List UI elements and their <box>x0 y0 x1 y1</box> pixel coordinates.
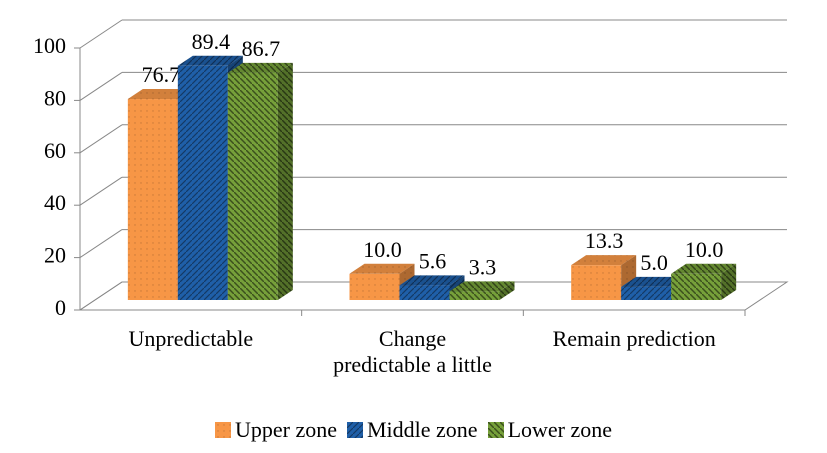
y-tick-label: 80 <box>44 85 66 110</box>
bar <box>671 263 737 300</box>
grid-line <box>79 281 123 311</box>
bar <box>227 62 293 300</box>
legend-swatch <box>214 422 231 438</box>
bar-front <box>177 65 228 300</box>
bar <box>571 255 637 300</box>
data-label: 10.0 <box>363 237 402 262</box>
legend-label: Middle zone <box>366 417 478 442</box>
legend-item: Middle zone <box>346 417 478 443</box>
bar-top <box>621 276 687 287</box>
data-label: 76.7 <box>142 62 181 87</box>
y-tick-label: 60 <box>44 138 66 163</box>
grid-line <box>79 124 123 154</box>
legend-swatch <box>346 422 363 438</box>
x-tick-label: Change predictable a little <box>333 326 492 377</box>
bar <box>449 281 515 300</box>
grid-line <box>79 19 123 49</box>
data-label: 5.6 <box>419 248 447 273</box>
bar-top <box>571 255 637 266</box>
x-tick-label: Unpredictable <box>128 326 254 351</box>
legend-label: Upper zone <box>234 417 337 442</box>
data-label: 86.7 <box>242 36 281 61</box>
bar-front <box>227 72 278 300</box>
legend-label: Lower zone <box>507 417 613 442</box>
bar-side <box>721 263 737 300</box>
grid-line <box>79 71 123 101</box>
bar-top <box>399 275 465 286</box>
bar-top <box>671 263 737 274</box>
y-tick-label: 0 <box>55 295 66 320</box>
legend: Upper zone Middle zone Lower zone <box>0 417 827 443</box>
grid-line <box>79 176 123 206</box>
data-label: 89.4 <box>192 29 231 54</box>
data-label: 3.3 <box>469 254 497 279</box>
grid-line <box>79 229 123 259</box>
bar-front <box>449 291 500 300</box>
bar-front <box>621 286 672 300</box>
legend-item: Upper zone <box>214 417 337 443</box>
bar-front <box>571 265 622 300</box>
y-tick-label: 100 <box>33 33 66 58</box>
legend-item: Lower zone <box>487 417 613 443</box>
bar-top <box>127 89 193 100</box>
y-tick-label: 20 <box>44 243 66 268</box>
x-tick-label: Remain prediction <box>552 326 716 351</box>
bar-front <box>127 99 178 301</box>
bar-top <box>349 263 415 274</box>
data-label: 13.3 <box>585 228 624 253</box>
bar-side <box>277 62 293 300</box>
bar-front <box>671 273 722 300</box>
bar-front <box>349 273 400 300</box>
bar-side <box>499 281 515 300</box>
bar-front <box>399 285 450 300</box>
bar-top <box>227 62 293 73</box>
y-tick-label: 40 <box>44 190 66 215</box>
legend-swatch <box>487 422 504 438</box>
bar-top <box>449 281 515 292</box>
data-label: 5.0 <box>640 250 668 275</box>
bar-top <box>177 55 243 66</box>
data-label: 10.0 <box>685 237 724 262</box>
